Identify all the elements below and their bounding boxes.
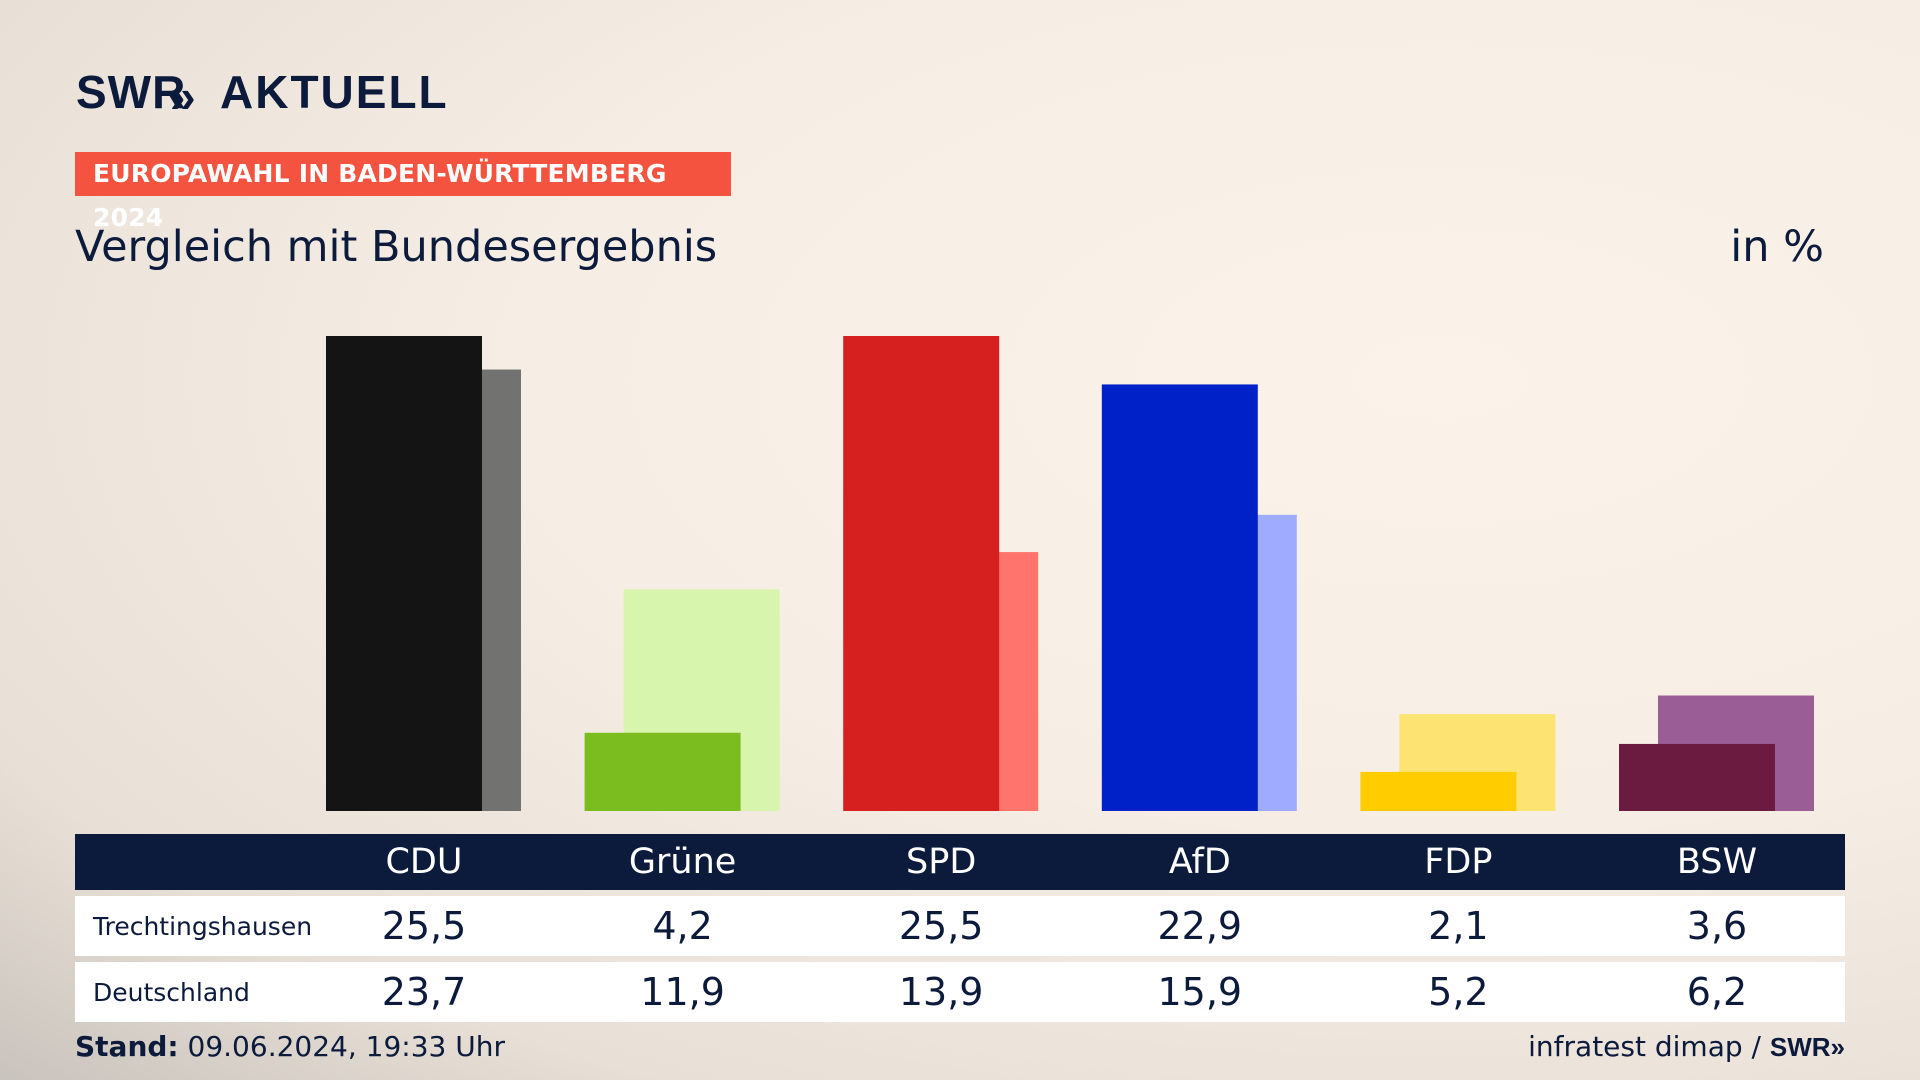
table-header: CDU Grüne SPD AfD FDP BSW [75,834,1845,890]
table-cell: 3,6 [1686,904,1748,948]
table-row: Trechtingshausen 25,5 4,2 25,5 22,9 2,1 3,6 [75,896,1845,956]
bar-trechtingshausen-grüne [584,732,741,811]
stand-value: 09.06.2024, 19:33 Uhr [187,1030,505,1063]
bar-chart [326,336,1814,811]
table-cell: 13,9 [898,970,984,1014]
logo-arrows-icon: » [170,70,197,122]
table-cell: 25,5 [381,904,467,948]
party-header-afd: AfD [1168,842,1231,882]
table-cell: 11,9 [640,970,725,1014]
table-cell: 15,9 [1157,970,1243,1014]
unit-label: in % [1730,222,1824,272]
party-header-grüne: Grüne [628,842,737,882]
table-cell: 5,2 [1428,970,1489,1014]
chart-subtitle: Vergleich mit Bundesergebnis [75,222,718,272]
table-cell: 4,2 [652,904,713,948]
bar-trechtingshausen-spd [843,336,1000,811]
election-badge: EUROPAWAHL IN BADEN-WÜRTTEMBERG 2024 [75,152,731,232]
party-header-fdp: FDP [1424,842,1493,882]
row-label: Trechtingshausen [93,912,313,941]
source-text: infratest dimap / [1528,1030,1761,1063]
party-header-cdu: CDU [385,842,463,882]
bar-trechtingshausen-cdu [326,336,482,811]
table-cell: 25,5 [898,904,984,948]
table-cell: 2,1 [1428,904,1489,948]
table-cell: 6,2 [1686,970,1748,1014]
logo-aktuell-text: AKTUELL [220,66,449,118]
party-header-spd: SPD [906,842,977,882]
bar-trechtingshausen-afd [1101,384,1258,811]
results-table: CDU Grüne SPD AfD FDP BSW Trechtingshausen 25… [75,834,1845,1022]
table-row: Deutschland 23,7 11,9 13,9 15,9 5,2 6,2 [75,962,1845,1022]
table-cell: 23,7 [381,970,467,1014]
swr-small-logo: SWR» [1769,1032,1845,1062]
bar-trechtingshausen-bsw [1619,743,1775,811]
row-label: Deutschland [93,978,250,1007]
logo-swr-text: SWR [76,66,187,118]
table-cell: 22,9 [1157,904,1243,948]
party-header-bsw: BSW [1676,842,1758,882]
source-credit: infratest dimap / SWR» [1528,1030,1845,1063]
stand-timestamp: Stand: 09.06.2024, 19:33 Uhr [75,1030,505,1063]
stand-label: Stand: [75,1030,179,1063]
bar-trechtingshausen-fdp [1360,771,1517,811]
